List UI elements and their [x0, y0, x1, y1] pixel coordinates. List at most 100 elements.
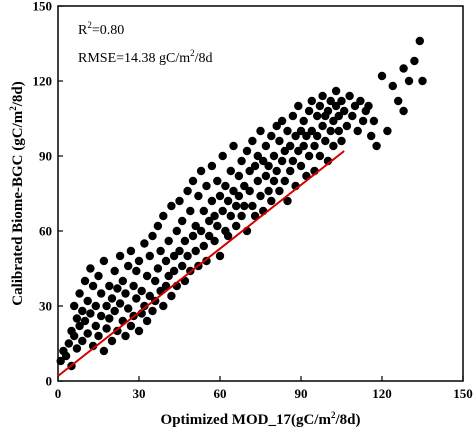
data-point — [331, 101, 341, 111]
r-squared-sup: 2 — [87, 20, 92, 30]
data-point — [78, 336, 87, 346]
data-point — [256, 126, 265, 136]
data-point — [105, 281, 114, 291]
data-point — [132, 266, 141, 276]
data-point — [358, 116, 368, 126]
data-point — [269, 176, 279, 186]
data-point — [178, 261, 187, 271]
data-point — [78, 306, 87, 316]
data-point — [415, 36, 424, 46]
data-point — [259, 156, 268, 166]
data-point — [399, 106, 408, 116]
data-point — [153, 221, 163, 231]
data-point — [277, 116, 287, 126]
data-point — [264, 186, 273, 196]
data-point — [156, 246, 165, 256]
data-point — [196, 166, 206, 176]
data-point — [169, 266, 179, 276]
data-point — [229, 141, 238, 151]
data-point — [369, 116, 379, 126]
y-tick-label: 60 — [39, 224, 52, 239]
data-point — [86, 309, 95, 318]
data-point — [210, 211, 219, 221]
data-point — [161, 281, 171, 291]
data-point — [178, 216, 187, 226]
data-point — [221, 181, 230, 191]
data-point — [202, 181, 211, 191]
data-point — [213, 176, 222, 186]
data-point — [256, 191, 265, 201]
data-point — [205, 216, 214, 226]
plot-area — [56, 5, 464, 382]
data-point — [294, 101, 303, 111]
data-point — [310, 141, 319, 151]
x-axis-title-main: Optimized MOD_17(gC/m — [161, 412, 332, 428]
data-point — [294, 146, 303, 156]
data-point — [113, 284, 122, 293]
data-point — [277, 156, 287, 166]
data-point — [288, 111, 298, 121]
data-point — [331, 86, 341, 96]
data-point — [234, 191, 244, 201]
data-point — [326, 96, 335, 106]
data-point — [232, 201, 241, 211]
data-point — [313, 131, 322, 141]
data-point — [94, 271, 103, 281]
data-point — [283, 196, 292, 206]
data-point — [140, 301, 149, 311]
data-point — [161, 256, 171, 266]
data-point — [226, 166, 235, 176]
r-squared-value: =0.80 — [92, 23, 124, 38]
data-point — [348, 111, 357, 121]
data-point — [137, 286, 146, 296]
data-point — [329, 141, 338, 151]
data-point — [188, 231, 198, 241]
y-axis-title: Calibrated Biome-BGC (gC/m2/8d) — [8, 81, 26, 306]
data-point — [207, 161, 217, 171]
data-point — [248, 201, 257, 211]
data-point — [296, 161, 306, 171]
data-point — [321, 136, 330, 146]
data-point — [148, 231, 157, 241]
data-point — [234, 171, 244, 181]
data-point — [253, 151, 262, 161]
data-point — [334, 111, 343, 121]
data-point — [223, 231, 233, 241]
data-point — [242, 146, 252, 156]
data-point — [307, 126, 316, 136]
data-point — [202, 256, 211, 266]
data-point — [356, 96, 365, 106]
data-point — [80, 276, 90, 286]
data-point — [248, 136, 257, 146]
data-point — [88, 341, 98, 351]
data-point — [345, 91, 354, 101]
x-tick-label: 120 — [372, 386, 392, 401]
data-point — [302, 131, 311, 141]
data-point — [237, 156, 246, 166]
data-point — [167, 291, 176, 301]
rmse-prefix: RMSE=14.38 gC/m — [78, 51, 190, 66]
x-axis-title: Optimized MOD_17(gC/m2/8d) — [161, 410, 361, 428]
data-point — [159, 301, 168, 311]
x-axis: 0 30 60 90 120 150 — [55, 376, 473, 401]
data-point — [102, 324, 111, 333]
data-point — [299, 141, 308, 151]
data-point — [275, 136, 284, 146]
data-point — [61, 351, 71, 361]
data-point — [245, 186, 254, 196]
data-point — [388, 81, 397, 91]
data-point — [250, 211, 260, 221]
data-point — [226, 211, 235, 221]
data-point — [334, 126, 343, 136]
y-tick-label: 90 — [39, 149, 52, 164]
data-point — [121, 289, 130, 298]
data-point — [291, 131, 300, 141]
data-point — [159, 211, 168, 221]
data-point — [107, 336, 117, 346]
data-points — [56, 36, 427, 371]
data-point — [377, 71, 387, 81]
y-axis-title-main: Calibrated Biome-BGC (gC/m — [10, 110, 26, 305]
data-point — [134, 256, 144, 266]
data-point — [75, 321, 84, 331]
data-point — [213, 221, 222, 231]
